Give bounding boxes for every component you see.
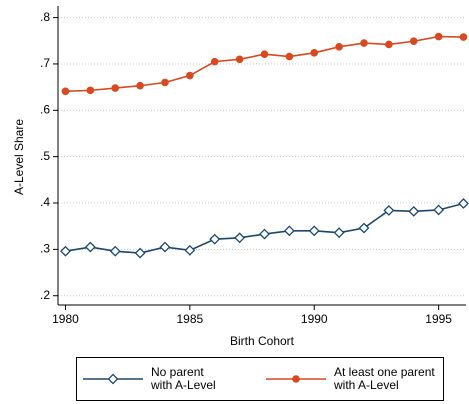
legend: No parent with A-Level At least one paren… <box>76 357 444 401</box>
data-point <box>259 228 270 240</box>
data-point <box>285 52 294 61</box>
data-point <box>283 225 295 237</box>
data-point <box>184 244 196 256</box>
data-point <box>209 233 221 245</box>
data-point <box>86 86 95 95</box>
data-point <box>234 232 246 244</box>
y-tick-label: .7 <box>40 56 50 70</box>
legend-label: At least one parent with A-Level <box>334 365 435 392</box>
data-point <box>458 198 469 209</box>
data-point <box>408 205 420 217</box>
legend-entry: At least one parent with A-Level <box>260 366 443 392</box>
y-tick-label: .3 <box>40 242 50 256</box>
legend-swatch <box>83 373 143 385</box>
legend-swatch <box>266 375 326 383</box>
data-point <box>235 55 244 64</box>
data-point <box>134 247 146 259</box>
data-point <box>84 241 96 253</box>
data-point <box>358 222 370 234</box>
data-point <box>383 205 395 216</box>
data-point <box>459 33 468 41</box>
data-point <box>335 42 343 51</box>
x-tick-label: 1995 <box>425 312 452 326</box>
x-tick-label: 1990 <box>301 312 328 326</box>
data-point <box>310 49 319 57</box>
y-tick-label: .6 <box>40 102 50 116</box>
legend-label: No parent with A-Level <box>151 365 216 392</box>
legend-entry: No parent with A-Level <box>77 366 260 392</box>
series-line <box>65 202 464 254</box>
data-point <box>111 84 120 92</box>
data-point <box>159 241 171 253</box>
data-point <box>260 50 269 59</box>
data-point <box>61 87 70 96</box>
data-point <box>109 245 121 257</box>
data-point <box>60 245 71 257</box>
legend-marker <box>292 375 300 383</box>
legend-marker <box>107 373 119 385</box>
chart: A-Level Share Birth Cohort .2 .3 .4 .5 .6 .7.… <box>12 6 469 348</box>
data-point <box>136 81 144 90</box>
x-tick-label: 1985 <box>177 312 204 326</box>
y-tick-label: .2 <box>40 288 50 302</box>
data-point <box>186 71 194 80</box>
data-point <box>409 37 418 46</box>
data-point <box>333 227 345 239</box>
data-point <box>433 204 445 216</box>
y-tick-label: .8 <box>40 10 50 24</box>
y-tick-label: .4 <box>40 195 50 209</box>
data-point <box>434 32 443 41</box>
data-point <box>385 40 393 49</box>
data-point <box>161 78 169 87</box>
data-point <box>308 225 320 237</box>
y-tick-label: .5 <box>40 149 50 163</box>
data-point <box>360 39 368 47</box>
x-axis-label: Birth Cohort <box>230 334 295 348</box>
data-point <box>210 57 219 66</box>
x-tick-label: 1980 <box>52 312 79 326</box>
y-axis-label: A-Level Share <box>12 119 26 195</box>
